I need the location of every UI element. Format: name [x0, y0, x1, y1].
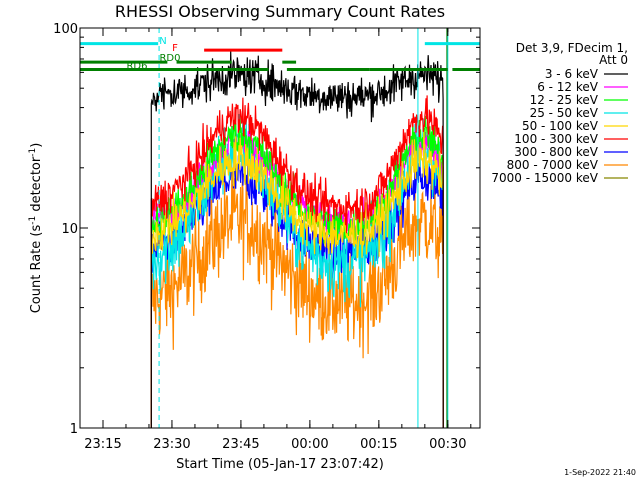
legend-label-3: 25 - 50 keV	[530, 106, 599, 120]
plot-area	[80, 28, 480, 428]
x-tick-label: 00:30	[429, 437, 466, 452]
flag-label-n: N	[159, 36, 166, 47]
legend-label-6: 300 - 800 keV	[514, 145, 598, 159]
chart-title: RHESSI Observing Summary Count Rates	[115, 2, 445, 21]
flag-label-f: F	[172, 43, 178, 54]
x-tick-label: 23:30	[153, 437, 190, 452]
series-line-4	[150, 130, 444, 428]
legend-label-7: 800 - 7000 keV	[507, 158, 599, 172]
x-tick-label: 23:15	[84, 437, 121, 452]
ylabel-sup1: -1	[28, 216, 38, 225]
legend-header-line1: Det 3,9, FDecim 1,	[516, 41, 628, 55]
ylabel-mid: detector	[29, 156, 44, 216]
series-line-0	[150, 51, 444, 428]
legend-header-line2: Att 0	[599, 53, 628, 67]
legend-label-2: 12 - 25 keV	[530, 93, 599, 107]
flag-label-rd6: RD6	[126, 61, 147, 72]
legend-label-0: 3 - 6 keV	[545, 67, 599, 81]
y-axis-label: Count Rate (s-1 detector-1)	[28, 143, 44, 314]
legend-label-1: 6 - 12 keV	[537, 80, 599, 94]
legend-label-8: 7000 - 15000 keV	[491, 171, 598, 185]
x-axis-label: Start Time (05-Jan-17 23:07:42)	[176, 457, 384, 472]
y-tick-label: 1	[70, 422, 78, 437]
y-tick-label: 10	[61, 222, 78, 237]
footer-date: 1-Sep-2022 21:40	[564, 468, 636, 477]
flag-label-rd0: RD0	[159, 53, 180, 64]
ylabel-main: Count Rate (s	[29, 225, 44, 314]
y-tick-label: 100	[53, 22, 78, 37]
legend-label-5: 100 - 300 keV	[514, 132, 598, 146]
ylabel-end: )	[29, 143, 44, 148]
x-tick-label: 00:00	[291, 437, 328, 452]
series-line-5	[150, 95, 444, 428]
x-tick-label: 23:45	[222, 437, 259, 452]
x-tick-label: 00:15	[360, 437, 397, 452]
svg-text:Count Rate (s-1 detector-1): Count Rate (s-1 detector-1)	[28, 143, 44, 314]
axes: 1 10 100 23:15 23:30 23:45 00:00 00:15 00:30	[53, 22, 481, 452]
legend-label-4: 50 - 100 keV	[522, 119, 599, 133]
ylabel-sup2: -1	[28, 148, 38, 157]
